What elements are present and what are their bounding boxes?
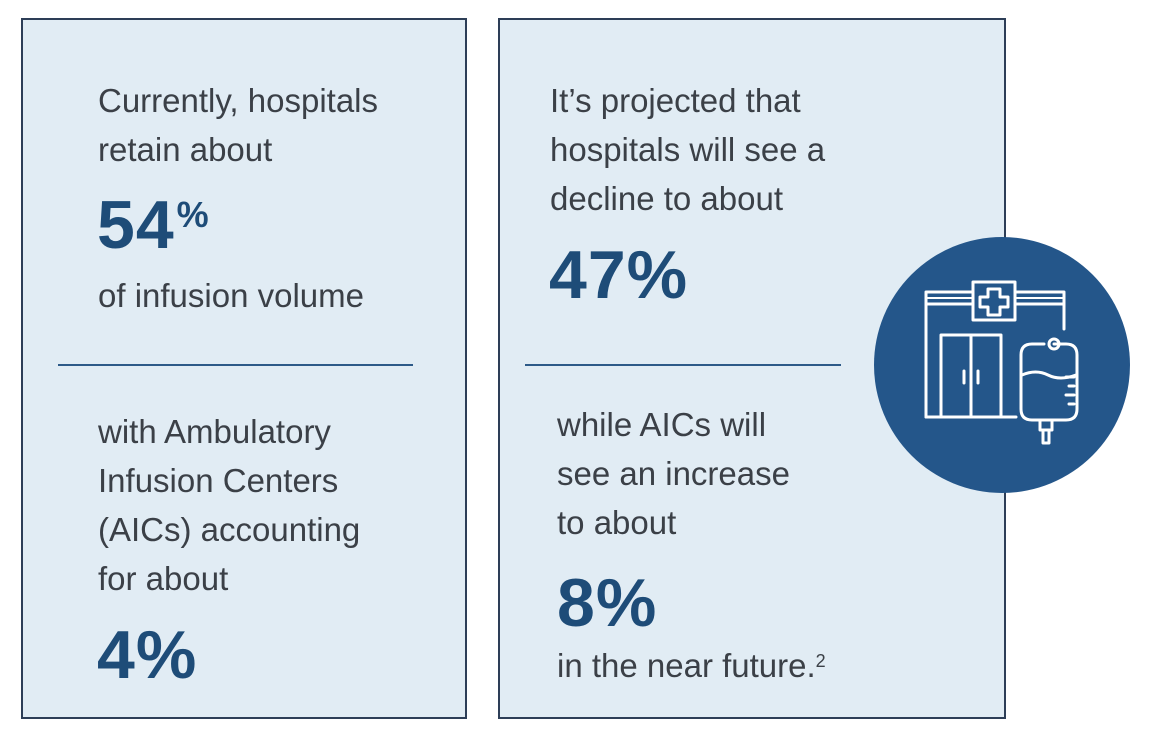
infusion-volume-caption: of infusion volume <box>98 277 364 314</box>
right-intro-line-3: decline to about <box>550 180 784 217</box>
left-aic-line-3: (AICs) accounting <box>98 511 361 548</box>
aic-current-percentage: 4% <box>97 617 198 693</box>
near-future-text: in the near future. <box>557 647 816 684</box>
left-intro-line-1: Currently, hospitals <box>98 82 379 119</box>
right-aic-line-3: to about <box>557 504 677 541</box>
right-intro-line-2: hospitals will see a <box>550 131 826 168</box>
left-aic-line-4: for about <box>98 560 229 597</box>
hospital-current-value: 54 <box>97 187 175 263</box>
left-aic-line-2: Infusion Centers <box>98 462 339 499</box>
left-intro-line-2: retain about <box>98 131 273 168</box>
right-intro-line-1: It’s projected that <box>550 82 801 119</box>
hospital-current-percentage: 54% <box>97 191 210 259</box>
left-stat-panel <box>21 18 467 719</box>
aic-projected-percentage: 8% <box>557 565 658 641</box>
percent-sign: % <box>176 194 210 235</box>
left-aic-line-1: with Ambulatory <box>98 413 331 450</box>
right-divider <box>525 364 841 366</box>
hospital-projected-percentage: 47% <box>549 237 689 313</box>
hospital-iv-bag-icon <box>874 237 1130 493</box>
right-aic-line-2: see an increase <box>557 455 790 492</box>
footnote-marker: 2 <box>815 651 826 671</box>
right-aic-line-1: while AICs will <box>557 406 767 443</box>
left-divider <box>58 364 413 366</box>
near-future-caption: in the near future.2 <box>557 641 826 690</box>
